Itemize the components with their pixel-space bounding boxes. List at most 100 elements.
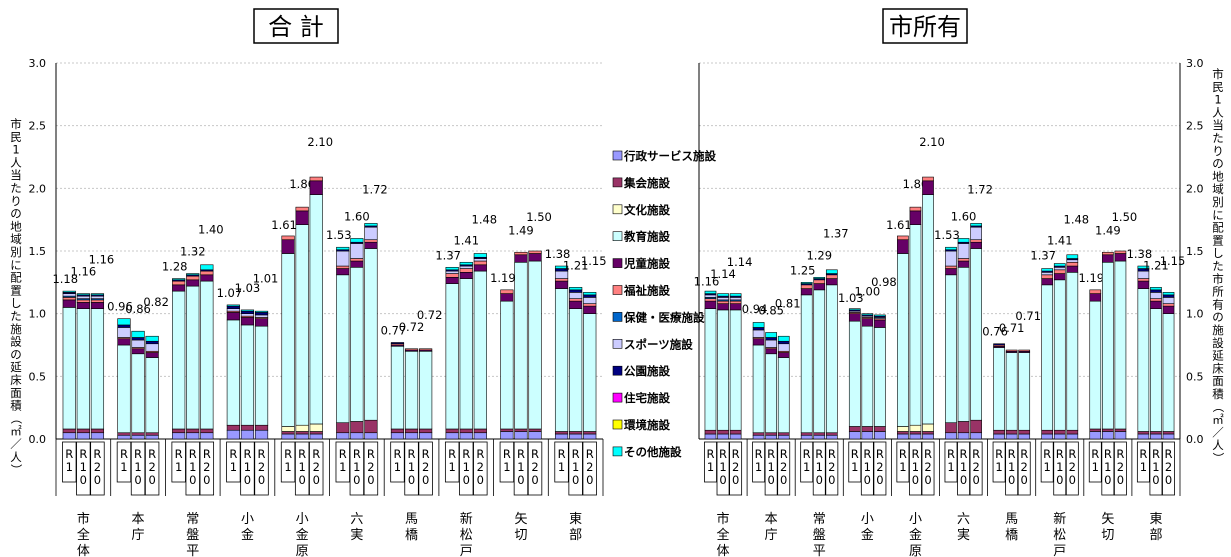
x-year-label: R20	[1113, 441, 1127, 496]
bar-segment	[704, 433, 717, 440]
x-year-label: R20	[873, 441, 887, 496]
chart-total: 合 計0.00.51.01.52.02.53.0市民1人当たりの地域別に配置した…	[9, 8, 607, 557]
year-label-box	[909, 441, 922, 496]
year-label-char: 1	[558, 460, 565, 474]
x-year-label: R10	[860, 441, 874, 496]
data-label: 1.72	[362, 182, 388, 196]
data-label: 1.38	[1127, 247, 1153, 261]
bar-segment	[309, 431, 323, 435]
x-category-label: 小金原	[296, 512, 309, 557]
category-char: 新	[460, 511, 473, 527]
bar-segment	[172, 432, 186, 440]
bar-segment	[1018, 349, 1031, 352]
year-label-char: 1	[408, 460, 415, 474]
year-label-char: R	[422, 447, 430, 461]
bar-segment	[1053, 273, 1066, 281]
year-label-char: 1	[995, 460, 1002, 474]
category-char: 小	[296, 512, 309, 527]
year-label-char: 0	[876, 473, 883, 487]
category-char: 平	[186, 544, 199, 557]
year-label-char: 0	[148, 473, 155, 487]
ylabel-char: の	[10, 207, 22, 221]
year-label-char: R	[572, 447, 580, 461]
ylabel-char: 当	[10, 168, 22, 182]
bar-segment	[1150, 298, 1162, 302]
bar-segment	[240, 309, 255, 312]
year-label-box	[116, 441, 132, 483]
bar-segment	[172, 290, 186, 430]
bar-segment	[404, 348, 419, 351]
bar-segment	[993, 343, 1005, 346]
bar-segment	[390, 345, 405, 430]
year-label-char: 2	[780, 460, 787, 474]
legend-item: 住宅施設	[612, 391, 670, 405]
bar-segment	[1005, 349, 1018, 352]
y-tick-label: 1.5	[1186, 245, 1204, 258]
bar-segment	[897, 433, 909, 440]
x-year-label: R20	[90, 441, 105, 496]
bar-segment	[1066, 259, 1079, 263]
x-category-label: 小金	[861, 512, 874, 543]
bar-segment	[717, 293, 729, 297]
bar-segment	[861, 318, 874, 327]
data-label: 1.50	[1112, 210, 1138, 224]
category-char: 原	[909, 544, 922, 557]
bar-segment	[364, 419, 378, 434]
x-year-label: R10	[130, 441, 146, 496]
data-label: 1.15	[581, 254, 607, 268]
year-label-char: R	[947, 447, 955, 461]
data-label: 1.86	[903, 177, 929, 191]
year-label-char: R	[1165, 447, 1173, 461]
ylabel-char: 別	[10, 245, 22, 259]
bar-segment	[336, 250, 350, 267]
data-label: 1.49	[1095, 223, 1121, 237]
year-label-char: R	[531, 447, 539, 461]
bar-segment	[309, 194, 323, 425]
bar-segment	[76, 308, 90, 430]
year-label-char: 1	[230, 460, 237, 474]
x-year-label: R1	[752, 441, 766, 483]
year-label-char: 0	[353, 473, 360, 487]
year-label-char: 0	[572, 473, 579, 487]
x-year-label: R10	[294, 441, 310, 496]
year-label-char: R	[393, 447, 401, 461]
x-year-label: R10	[764, 441, 778, 496]
bar-segment	[874, 327, 886, 427]
bar-segment	[729, 309, 742, 431]
legend-item: その他施設	[612, 445, 682, 459]
x-category-label: 本庁	[132, 512, 145, 543]
data-label: 1.19	[1078, 271, 1104, 285]
year-label-box	[921, 441, 935, 496]
bar-segment	[704, 429, 717, 435]
category-char: 庁	[132, 528, 145, 543]
year-label-char: R	[503, 447, 511, 461]
ylabel-char: 人	[10, 450, 22, 464]
bar-segment	[945, 250, 957, 267]
category-char: 全	[77, 527, 90, 543]
x-category-label: 東部	[569, 511, 582, 543]
legend-label: 児童施設	[623, 257, 670, 271]
bar-segment	[752, 434, 765, 440]
bar-segment	[957, 238, 970, 243]
bar-segment	[281, 239, 295, 254]
ylabel-char: り	[1212, 144, 1224, 158]
bar-segment	[957, 260, 970, 268]
bar-segment	[419, 432, 433, 440]
ylabel-char: 有	[1212, 297, 1224, 311]
bar-segment	[350, 421, 364, 434]
bar-segment	[364, 239, 378, 243]
bar-segment	[569, 292, 583, 299]
ylabel-char: た	[1212, 131, 1224, 145]
year-label-box	[896, 441, 910, 483]
bar-segment	[569, 287, 583, 291]
data-label: 1.14	[727, 255, 753, 269]
legend-item: 公園施設	[612, 364, 670, 378]
bar-segment	[500, 428, 514, 432]
category-char: 盤	[186, 528, 199, 543]
bar-segment	[76, 432, 90, 440]
